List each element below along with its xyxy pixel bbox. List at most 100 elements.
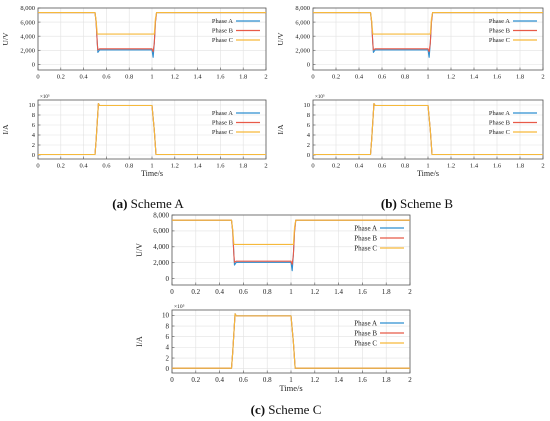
caption-text: Scheme B xyxy=(396,196,454,211)
x-tick-label: 0.4 xyxy=(215,376,224,384)
legend-label: Phase A xyxy=(212,18,233,25)
y-tick-label: 8,000 xyxy=(295,5,310,12)
x-tick-label: 1.4 xyxy=(470,74,479,81)
x-axis-label: Time/s xyxy=(417,169,439,178)
x-tick-label: 2 xyxy=(408,376,412,384)
x-tick-label: 0 xyxy=(170,376,174,384)
x-tick-label: 1.4 xyxy=(194,74,203,81)
y-axis-label: I/A xyxy=(276,124,285,135)
x-tick-label: 1.2 xyxy=(171,74,179,81)
y-tick-label: 2,000 xyxy=(20,47,35,54)
y-tick-label: 4,000 xyxy=(153,243,169,251)
y-tick-label: 0 xyxy=(32,62,35,69)
x-tick-label: 1.8 xyxy=(516,74,524,81)
x-tick-label: 2 xyxy=(264,74,267,81)
chart-panel-6: 0 0.2 0.4 0.6 0.8 1 1.2 1.4 1.6 1.8 2 0 2 4 6 8 10 ×10⁵ I/… xyxy=(135,304,412,393)
x-tick-label: 0.8 xyxy=(401,74,409,81)
x-tick-label: 0.4 xyxy=(80,163,89,170)
y-tick-label: 2 xyxy=(32,142,35,149)
x-tick-label: 2 xyxy=(541,74,544,81)
x-tick-label: 0.2 xyxy=(332,163,340,170)
legend-label: Phase C xyxy=(489,37,510,44)
y-tick-label: 6 xyxy=(32,122,36,129)
x-tick-label: 1 xyxy=(426,163,429,170)
chart-panel-5: 0 0.2 0.4 0.6 0.8 1 1.2 1.4 1.6 1.8 2 0 2,000 4,000 6,… xyxy=(135,211,412,296)
y-tick-label: 6,000 xyxy=(20,19,35,26)
x-tick-label: 0.6 xyxy=(378,74,387,81)
x-tick-label: 1 xyxy=(426,74,429,81)
x-tick-label: 0 xyxy=(36,74,39,81)
y-tick-label: 6 xyxy=(166,333,170,341)
chart-panel-3: 0 0.2 0.4 0.6 0.8 1 1.2 1.4 1.6 1.8 2 0 2,000 4,000 6,… xyxy=(276,5,545,80)
x-tick-label: 0.2 xyxy=(57,163,65,170)
x-tick-label: 0.6 xyxy=(239,376,248,384)
legend-label: Phase B xyxy=(354,234,377,242)
x-tick-label: 0.2 xyxy=(57,74,65,81)
x-tick-label: 0 xyxy=(311,74,314,81)
y-tick-label: 0 xyxy=(166,365,170,373)
caption-tag: (c) xyxy=(250,402,266,417)
legend-label: Phase A xyxy=(489,110,510,117)
x-tick-label: 1.4 xyxy=(194,163,203,170)
series-line-phase-c xyxy=(38,102,266,156)
y-tick-label: 4 xyxy=(307,132,311,139)
x-tick-label: 0.6 xyxy=(239,288,248,296)
x-tick-label: 1.2 xyxy=(447,163,455,170)
x-tick-label: 1.8 xyxy=(382,376,391,384)
x-tick-label: 1.6 xyxy=(493,74,502,81)
y-tick-label: 4 xyxy=(32,132,36,139)
legend-label: Phase C xyxy=(354,339,377,347)
caption-scheme-a: (a) Scheme A xyxy=(88,196,208,212)
x-tick-label: 0.2 xyxy=(191,288,200,296)
x-tick-label: 0.2 xyxy=(191,376,200,384)
series-line-phase-c xyxy=(172,219,410,245)
y-tick-label: 10 xyxy=(304,102,311,109)
x-tick-label: 1 xyxy=(150,163,153,170)
chart-panel-4: 0 0.2 0.4 0.6 0.8 1 1.2 1.4 1.6 1.8 2 0 2 4 6 8 10 ×10⁵ I/… xyxy=(276,94,545,178)
chart-panel-1: 0 0.2 0.4 0.6 0.8 1 1.2 1.4 1.6 1.8 2 0 2,000 4,000 6,… xyxy=(1,5,268,80)
axis-multiplier: ×10⁵ xyxy=(40,94,50,100)
x-tick-label: 1.6 xyxy=(358,376,367,384)
caption-scheme-c: (c) Scheme C xyxy=(226,402,346,418)
x-tick-label: 1.2 xyxy=(171,163,179,170)
axis-multiplier: ×10⁵ xyxy=(315,94,325,100)
x-tick-label: 0.4 xyxy=(355,74,364,81)
y-tick-label: 6 xyxy=(307,122,311,129)
x-tick-label: 2 xyxy=(408,288,412,296)
x-tick-label: 0 xyxy=(311,163,314,170)
y-tick-label: 6,000 xyxy=(295,19,310,26)
x-tick-label: 0.4 xyxy=(215,288,224,296)
x-tick-label: 0.6 xyxy=(102,163,111,170)
caption-text: Scheme A xyxy=(127,196,184,211)
x-tick-label: 0.8 xyxy=(401,163,409,170)
x-tick-label: 1.2 xyxy=(310,288,319,296)
y-tick-label: 4 xyxy=(166,344,170,352)
legend-label: Phase A xyxy=(354,224,377,232)
x-axis-label: Time/s xyxy=(141,169,163,178)
x-tick-label: 1.4 xyxy=(334,376,343,384)
y-tick-label: 0 xyxy=(307,62,310,69)
y-tick-label: 8 xyxy=(32,112,35,119)
axis-multiplier: ×10⁵ xyxy=(174,304,185,310)
y-tick-label: 8 xyxy=(307,112,310,119)
y-tick-label: 8 xyxy=(166,322,170,330)
y-tick-label: 0 xyxy=(32,152,35,159)
x-tick-label: 1 xyxy=(289,288,293,296)
x-axis-label: Time/s xyxy=(279,383,302,393)
y-axis-label: U/V xyxy=(1,32,10,46)
y-axis-label: U/V xyxy=(135,243,144,257)
chart-panel-2: 0 0.2 0.4 0.6 0.8 1 1.2 1.4 1.6 1.8 2 0 2 4 6 8 10 ×10⁵ I/… xyxy=(1,94,268,178)
series-line-phase-c xyxy=(172,313,410,369)
y-axis-label: I/A xyxy=(135,336,144,347)
series-line-phase-c xyxy=(313,102,543,156)
x-tick-label: 0.4 xyxy=(355,163,364,170)
y-tick-label: 0 xyxy=(166,275,170,283)
y-tick-label: 2,000 xyxy=(295,47,310,54)
x-tick-label: 1.2 xyxy=(447,74,455,81)
x-tick-label: 2 xyxy=(541,163,544,170)
x-tick-label: 0.2 xyxy=(332,74,340,81)
x-tick-label: 1 xyxy=(150,74,153,81)
y-axis-label: U/V xyxy=(276,32,285,46)
legend-label: Phase B xyxy=(354,329,377,337)
